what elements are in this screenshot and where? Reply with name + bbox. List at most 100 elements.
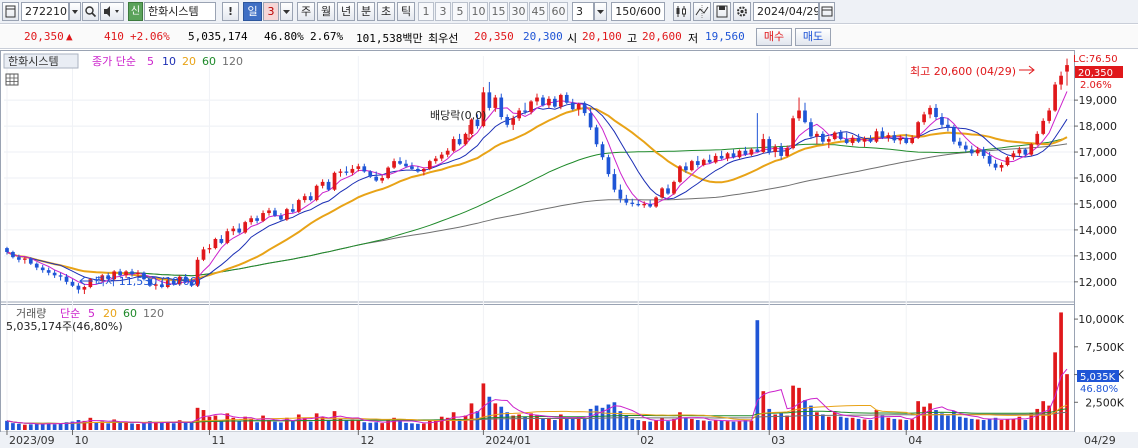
sell-button[interactable]: 매도 — [795, 28, 831, 46]
interval-45[interactable]: 45 — [529, 2, 548, 21]
window-menu-icon[interactable] — [2, 2, 19, 21]
volume-bar — [1029, 413, 1034, 430]
volume-bar — [422, 423, 426, 430]
volume-bar — [749, 420, 754, 430]
candle-body — [1059, 75, 1063, 85]
period-month-button[interactable]: 월 — [317, 2, 335, 21]
volume-bar — [1005, 419, 1010, 430]
candle-body — [34, 263, 39, 268]
x-tick-label: 12 — [360, 434, 374, 447]
volume-bar — [368, 422, 373, 430]
speaker-icon[interactable] — [100, 2, 124, 21]
candle-body — [898, 137, 903, 141]
volume-bar — [862, 419, 867, 430]
candle-body — [386, 167, 390, 178]
volume-bar — [82, 420, 87, 430]
period-day-button[interactable]: 일 — [243, 2, 262, 21]
volume-bar — [326, 420, 331, 430]
volume-bar — [493, 403, 498, 430]
volume-bar — [112, 419, 117, 430]
volume-bar — [981, 420, 986, 430]
candle-body — [475, 119, 480, 127]
period-minute-button[interactable]: 분 — [357, 2, 375, 21]
interval-dropdown-icon[interactable] — [594, 2, 607, 21]
price-legend: 한화시스템 종가 단순 5 10 20 60 120 — [3, 53, 243, 86]
interval-input[interactable]: 3 — [572, 2, 594, 21]
period-year-button[interactable]: 년 — [337, 2, 355, 21]
stock-chart[interactable]: 12,000 13,000 14,000 15,000 16,000 17,000 18,0… — [0, 50, 1138, 448]
volume-bar — [457, 418, 462, 430]
volume-bar — [975, 419, 980, 430]
candle-body — [821, 133, 825, 142]
period-week-button[interactable]: 주 — [297, 2, 315, 21]
table-toggle-icon[interactable] — [5, 73, 19, 86]
crosshair-icon[interactable] — [693, 2, 711, 21]
volume-tick-label: 10,000K — [1078, 313, 1124, 326]
interval-3[interactable]: 3 — [435, 2, 451, 21]
candle-body — [594, 127, 599, 145]
volume-bar — [606, 404, 611, 430]
volume-bar — [993, 417, 998, 430]
chart-type-icon[interactable] — [673, 2, 691, 21]
volume-bar — [34, 423, 39, 430]
candle-body — [779, 146, 784, 156]
volume-bar — [767, 408, 772, 430]
period-dropdown-icon[interactable] — [280, 2, 293, 21]
candle-body — [189, 281, 194, 286]
candle-body — [904, 137, 909, 143]
candle-body — [957, 141, 962, 146]
low-price: 19,560 — [705, 30, 745, 43]
volume-bar — [148, 421, 152, 430]
date-input[interactable]: 2024/04/29 — [753, 2, 819, 21]
volume-bar — [934, 410, 938, 430]
volume-bar — [1035, 408, 1040, 430]
stock-code-input[interactable]: 272210 — [21, 2, 69, 21]
volume-bar — [1047, 405, 1052, 430]
interval-1[interactable]: 1 — [418, 2, 434, 21]
volume-bar — [743, 420, 748, 430]
volume-bar — [231, 417, 236, 430]
settings-gear-icon[interactable] — [733, 2, 751, 21]
search-icon[interactable] — [82, 2, 99, 21]
candle-body — [975, 149, 980, 154]
candle-body — [838, 132, 843, 140]
candle-body — [570, 102, 575, 110]
interval-60[interactable]: 60 — [549, 2, 568, 21]
candle-body — [666, 188, 670, 194]
interval-30[interactable]: 30 — [509, 2, 528, 21]
interval-15[interactable]: 15 — [489, 2, 508, 21]
volume-bar — [142, 423, 146, 430]
price-tick-label: 19,000 — [1079, 94, 1118, 107]
volume-bar — [314, 413, 319, 430]
candle-body — [600, 144, 605, 158]
candle-body — [22, 258, 27, 260]
volume-bar — [243, 416, 248, 430]
candle-body — [439, 154, 444, 159]
volume-bar — [624, 415, 629, 430]
stock-name-field[interactable]: 한화시스템 — [144, 2, 216, 21]
volume-bar — [701, 420, 706, 430]
interval-5[interactable]: 5 — [452, 2, 468, 21]
volume-bar — [922, 406, 926, 430]
period-second-button[interactable]: 초 — [377, 2, 395, 21]
price-tick-label: 13,000 — [1079, 250, 1118, 263]
data-count-field[interactable]: 150/600 — [611, 2, 665, 21]
save-icon[interactable] — [713, 2, 731, 21]
priority-label: 최우선 — [428, 32, 459, 45]
volume-bar — [1017, 416, 1022, 430]
dividend-annotation: 배당락(0,0) — [430, 109, 486, 122]
top-right-label: LC:76.50 — [1073, 54, 1118, 65]
volume-bar — [969, 418, 974, 430]
interval-10[interactable]: 10 — [469, 2, 488, 21]
volume-bars — [5, 312, 1069, 430]
price-change: 410 — [104, 30, 124, 43]
period-tick-button[interactable]: 틱 — [397, 2, 415, 21]
alert-button[interactable]: ! — [222, 2, 239, 21]
buy-button[interactable]: 매수 — [756, 28, 792, 46]
candle-body — [558, 94, 563, 107]
code-dropdown-icon[interactable] — [69, 2, 81, 21]
high-arrow-icon — [1019, 65, 1035, 75]
period-day-count[interactable]: 3 — [263, 2, 279, 21]
calendar-icon[interactable] — [819, 2, 835, 21]
